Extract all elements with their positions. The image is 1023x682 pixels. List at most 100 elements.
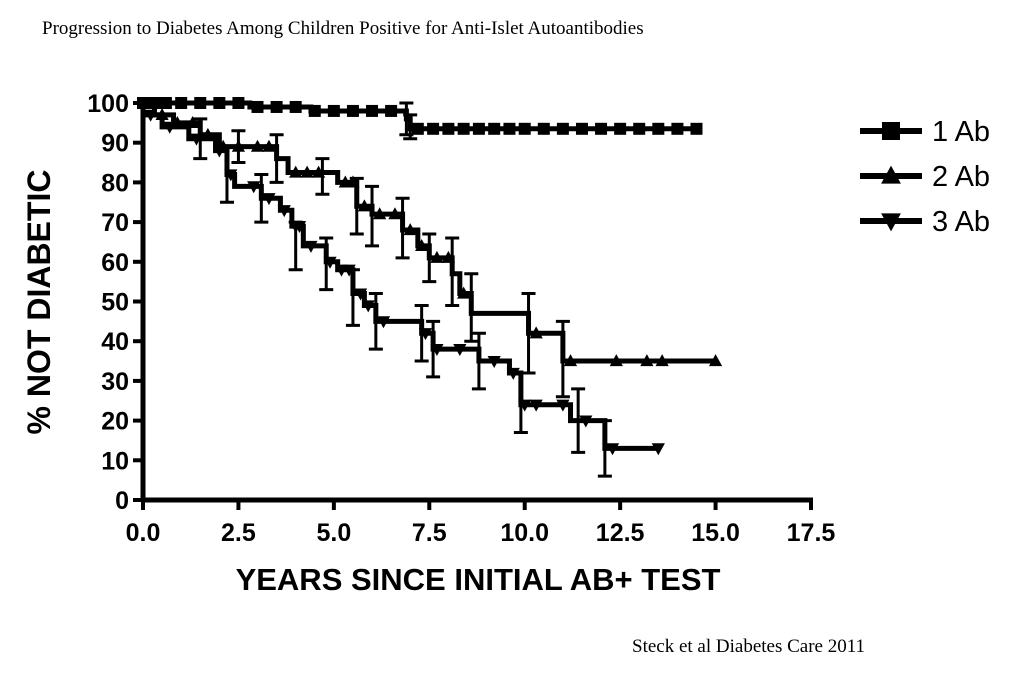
data-point-marker: [708, 354, 723, 367]
error-bar: [254, 172, 269, 224]
series-line: [143, 112, 659, 451]
data-point-marker: [403, 223, 417, 236]
data-point-marker: [250, 139, 265, 152]
x-tick-label: 15.0: [691, 519, 740, 547]
data-point-marker: [144, 109, 158, 122]
error-bar: [422, 232, 437, 284]
data-point-marker: [556, 122, 569, 135]
data-point-marker: [357, 199, 371, 212]
y-tick-label: 40: [101, 328, 129, 356]
data-point-marker: [353, 288, 368, 301]
y-tick-label: 10: [101, 447, 129, 475]
data-point-marker: [529, 326, 543, 339]
data-point-marker: [652, 122, 665, 135]
y-tick-label: 90: [101, 130, 129, 158]
error-bar: [269, 133, 284, 184]
y-tick-label: 70: [101, 209, 129, 237]
error-bar: [345, 268, 360, 327]
data-point-marker: [323, 256, 337, 269]
data-point-marker: [518, 399, 532, 412]
data-point-marker: [506, 367, 520, 380]
legend-marker: [881, 165, 901, 184]
data-point-marker: [690, 122, 703, 135]
data-point-marker: [194, 97, 207, 109]
error-bar: [414, 303, 429, 363]
data-point-marker: [671, 122, 684, 135]
data-point-marker: [563, 354, 578, 367]
error-bar: [471, 331, 486, 391]
x-axis-label: YEARS SINCE INITIAL AB+ TEST: [236, 562, 721, 597]
data-point-marker: [575, 122, 588, 135]
data-point-marker: [442, 122, 455, 135]
data-point-marker: [366, 104, 379, 117]
data-point-marker: [411, 122, 424, 135]
x-tick-label: 2.5: [221, 519, 256, 547]
data-point-marker: [300, 165, 314, 178]
error-bar: [555, 319, 570, 399]
data-point-marker: [537, 122, 550, 135]
data-point-marker: [579, 415, 593, 428]
data-point-marker: [247, 181, 261, 194]
y-tick-label: 20: [101, 408, 129, 436]
data-point-marker: [427, 122, 440, 135]
data-point-marker: [270, 100, 283, 113]
legend-marker: [881, 213, 901, 232]
data-point-marker: [605, 443, 620, 456]
legend-label: 1 Ab: [932, 116, 990, 148]
x-tick-label: 7.5: [412, 519, 447, 547]
error-bar: [426, 319, 441, 379]
data-point-marker: [262, 193, 276, 206]
data-point-marker: [441, 250, 455, 263]
data-point-marker: [327, 104, 340, 117]
data-point-marker: [232, 97, 245, 109]
y-tick-label: 100: [87, 90, 129, 118]
data-point-marker: [457, 286, 471, 299]
data-point-marker: [595, 122, 608, 135]
x-tick-label: 5.0: [316, 519, 351, 547]
citation: Steck et al Diabetes Care 2011: [632, 636, 866, 657]
data-point-marker: [262, 139, 276, 152]
data-point-marker: [430, 344, 444, 357]
data-point-marker: [614, 122, 627, 135]
data-point-marker: [472, 122, 485, 135]
data-point-marker: [231, 139, 246, 152]
data-point-marker: [457, 122, 470, 135]
chart-axes: 0 10 20 30 40 50 60 70 80 90 100 0.0 2.5 5.0 7.5 10.0 12…: [87, 90, 835, 547]
data-point-marker: [224, 169, 238, 182]
data-point-marker: [487, 355, 501, 368]
y-tick-label: 60: [101, 249, 129, 277]
chart-legend: 1 Ab 2 Ab 3 Ab: [860, 116, 990, 238]
series-1-ab: [137, 97, 703, 141]
data-point-marker: [518, 122, 531, 135]
data-point-marker: [346, 175, 360, 188]
data-point-marker: [529, 399, 543, 412]
data-point-marker: [189, 133, 204, 146]
y-tick-label: 80: [101, 169, 129, 197]
data-point-marker: [388, 207, 402, 220]
data-point-marker: [640, 354, 654, 367]
data-point-marker: [277, 205, 291, 218]
data-point-marker: [251, 100, 264, 113]
chart-series: [137, 97, 723, 478]
error-bar: [597, 419, 612, 478]
error-bar: [464, 272, 479, 343]
legend-marker: [882, 122, 900, 140]
data-point-marker: [453, 344, 467, 357]
data-point-marker: [212, 145, 226, 158]
error-bar: [319, 236, 334, 292]
data-point-marker: [308, 104, 321, 117]
data-point-marker: [163, 121, 177, 134]
data-point-marker: [373, 207, 387, 220]
x-tick-label: 12.5: [596, 519, 645, 547]
data-point-marker: [633, 122, 646, 135]
y-tick-label: 50: [101, 289, 129, 317]
data-point-marker: [342, 264, 356, 277]
data-point-marker: [488, 122, 501, 135]
data-point-marker: [376, 316, 391, 329]
data-point-marker: [304, 240, 318, 253]
data-point-marker: [289, 165, 303, 178]
x-tick-label: 0.0: [126, 519, 161, 547]
error-bar: [403, 113, 418, 141]
error-bar: [365, 184, 380, 248]
